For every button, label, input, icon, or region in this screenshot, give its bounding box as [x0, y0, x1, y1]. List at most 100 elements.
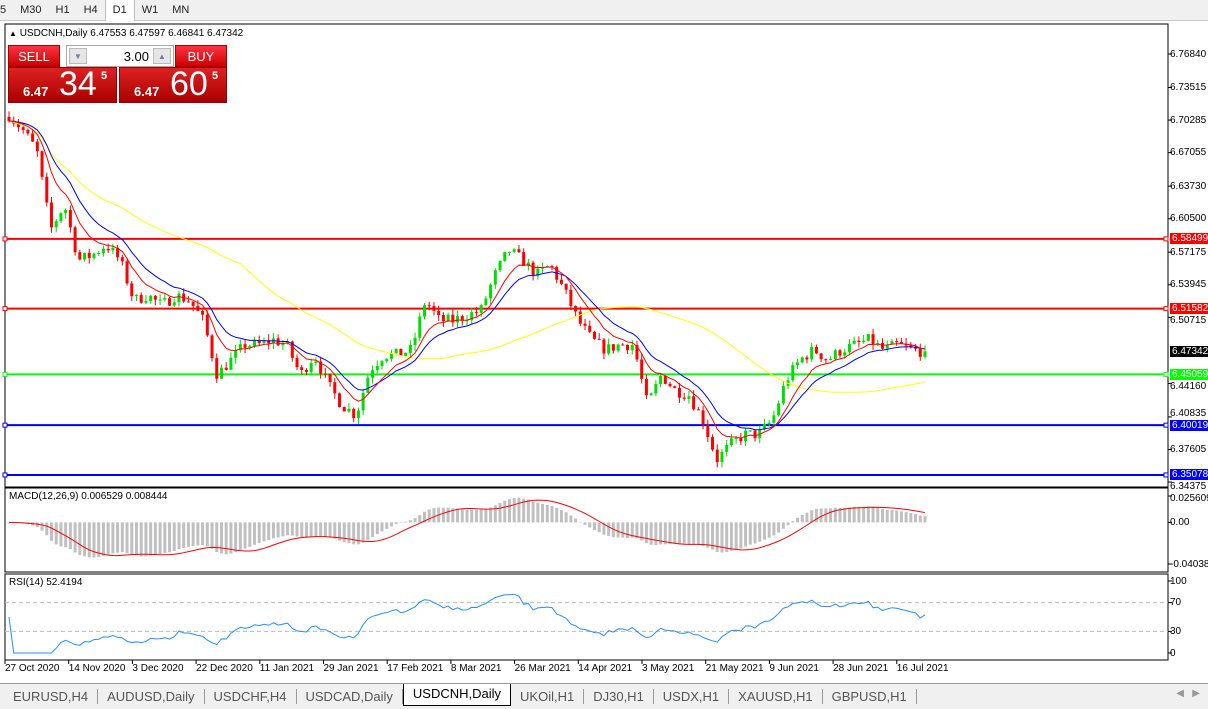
candle-body — [352, 408, 356, 419]
macd-histogram-bar — [64, 522, 68, 548]
candle — [427, 301, 431, 311]
buy-price[interactable]: 6.47 60 5 — [119, 67, 227, 103]
date-axis-label: 16 Jul 2021 — [896, 663, 949, 674]
macd-histogram-bar — [871, 507, 875, 523]
candle — [895, 338, 899, 346]
candle-body — [243, 344, 247, 348]
candle-body — [517, 249, 521, 253]
tab-usdcad-daily[interactable]: USDCAD,Daily — [297, 689, 403, 704]
lot-value[interactable]: 3.00 — [123, 49, 149, 64]
timeframe-d1[interactable]: D1 — [104, 0, 135, 21]
level-price-label: 6.35078 — [1170, 469, 1208, 481]
candle — [696, 406, 700, 411]
candle-body — [885, 344, 889, 349]
candle-body — [866, 334, 870, 341]
tab-usdcnh-daily[interactable]: USDCNH,Daily — [402, 683, 512, 706]
candle — [68, 205, 72, 233]
candle-body — [423, 305, 427, 317]
level-price-label: 6.58499 — [1170, 233, 1208, 245]
tab-eurusd-h4[interactable]: EURUSD,H4 — [4, 689, 99, 704]
tab-gbpusd-h1[interactable]: GBPUSD,H1 — [823, 689, 917, 704]
candle-body — [852, 340, 856, 344]
chart-window[interactable]: 6.76840 6.73515 6.70285 6.67055 6.63730 6.605… — [0, 21, 1208, 683]
candle — [857, 336, 861, 348]
candle — [635, 340, 639, 362]
candle-body — [328, 373, 332, 383]
macd-histogram-bar — [649, 522, 653, 545]
candle-body — [456, 316, 460, 323]
timeframe-m30[interactable]: M30 — [20, 3, 42, 16]
date-axis-label: 21 May 2021 — [705, 663, 764, 674]
macd-histogram-bar — [630, 522, 634, 538]
candle — [172, 298, 176, 308]
candle-body — [314, 361, 318, 363]
candle-body — [234, 350, 238, 358]
timeframe-h4[interactable]: H4 — [83, 3, 98, 16]
candle-body — [229, 357, 233, 370]
candle-body — [503, 251, 507, 261]
candle — [441, 312, 445, 328]
macd-histogram-bar — [729, 522, 733, 551]
buy-button[interactable]: BUY — [175, 45, 227, 67]
candle — [588, 320, 592, 333]
macd-histogram-bar — [168, 522, 172, 553]
candle-body — [829, 359, 833, 361]
tab-ukoil-h1[interactable]: UKOil,H1 — [511, 689, 585, 704]
candle-body — [522, 252, 526, 266]
macd-histogram-bar — [328, 522, 332, 538]
price-axis-label: 6.50715 — [1170, 315, 1207, 327]
tab-usdchf-h4[interactable]: USDCHF,H4 — [205, 689, 297, 704]
tab-xauusd-h1[interactable]: XAUUSD,H1 — [729, 689, 823, 704]
date-axis-label: 3 Dec 2020 — [132, 663, 184, 674]
candle-body — [734, 437, 738, 439]
candle — [583, 318, 587, 331]
candle — [796, 358, 800, 369]
level-handle — [1163, 472, 1169, 478]
macd-histogram-bar — [432, 508, 436, 523]
timeframe-5[interactable]: 5 — [0, 3, 7, 16]
macd-histogram-bar — [607, 522, 611, 536]
timeframe-w1[interactable]: W1 — [141, 3, 159, 16]
macd-histogram-bar — [673, 522, 677, 544]
candle-body — [323, 373, 327, 375]
sell-button[interactable]: SELL — [8, 45, 60, 67]
candle — [706, 419, 710, 443]
chart-canvas[interactable] — [0, 21, 1208, 683]
candle — [847, 339, 851, 356]
macd-histogram-bar — [427, 509, 431, 523]
current-price-label: 6.47342 — [1170, 345, 1208, 357]
candle-body — [78, 252, 82, 260]
candle-body — [663, 375, 667, 384]
macd-histogram-bar — [503, 500, 507, 523]
macd-histogram-bar — [777, 522, 781, 533]
timeframe-h1[interactable]: H1 — [55, 3, 70, 16]
macd-histogram-bar — [342, 522, 346, 543]
sell-price-fraction: 5 — [101, 70, 108, 82]
macd-histogram-bar — [54, 522, 58, 545]
macd-histogram-bar — [592, 522, 596, 531]
one-click-trading-panel: SELL ▼ 3.00 ▲ BUY 6.47 34 5 6.47 60 5 — [8, 45, 228, 103]
macd-histogram-bar — [470, 509, 474, 523]
increase-lot-icon[interactable]: ▲ — [153, 48, 171, 64]
tab-usdx-h1[interactable]: USDX,H1 — [654, 689, 730, 704]
macd-histogram-bar — [267, 522, 271, 541]
tab-audusd-daily[interactable]: AUDUSD,Daily — [98, 689, 205, 704]
decrease-lot-icon[interactable]: ▼ — [69, 48, 87, 64]
macd-histogram-bar — [380, 522, 384, 532]
candle — [26, 128, 30, 136]
macd-histogram-bar — [446, 507, 450, 523]
candle — [602, 337, 606, 360]
timeframe-mn[interactable]: MN — [172, 3, 190, 16]
collapse-arrow-icon[interactable]: ▲ — [9, 29, 17, 38]
rsi-axis-label: 100 — [1170, 575, 1187, 587]
macd-histogram-bar — [602, 522, 606, 535]
macd-histogram-bar — [489, 507, 493, 523]
macd-histogram-bar — [814, 508, 818, 523]
lot-size-input[interactable]: ▼ 3.00 ▲ — [66, 45, 174, 67]
sell-price[interactable]: 6.47 34 5 — [8, 67, 117, 103]
tab-dj30-h1[interactable]: DJ30,H1 — [584, 689, 654, 704]
date-axis-label: 14 Nov 2020 — [68, 663, 126, 674]
tab-scroll-arrows-icon[interactable]: ◀ ▶ — [1176, 688, 1200, 699]
candle-body — [899, 342, 903, 344]
candle — [224, 362, 228, 371]
